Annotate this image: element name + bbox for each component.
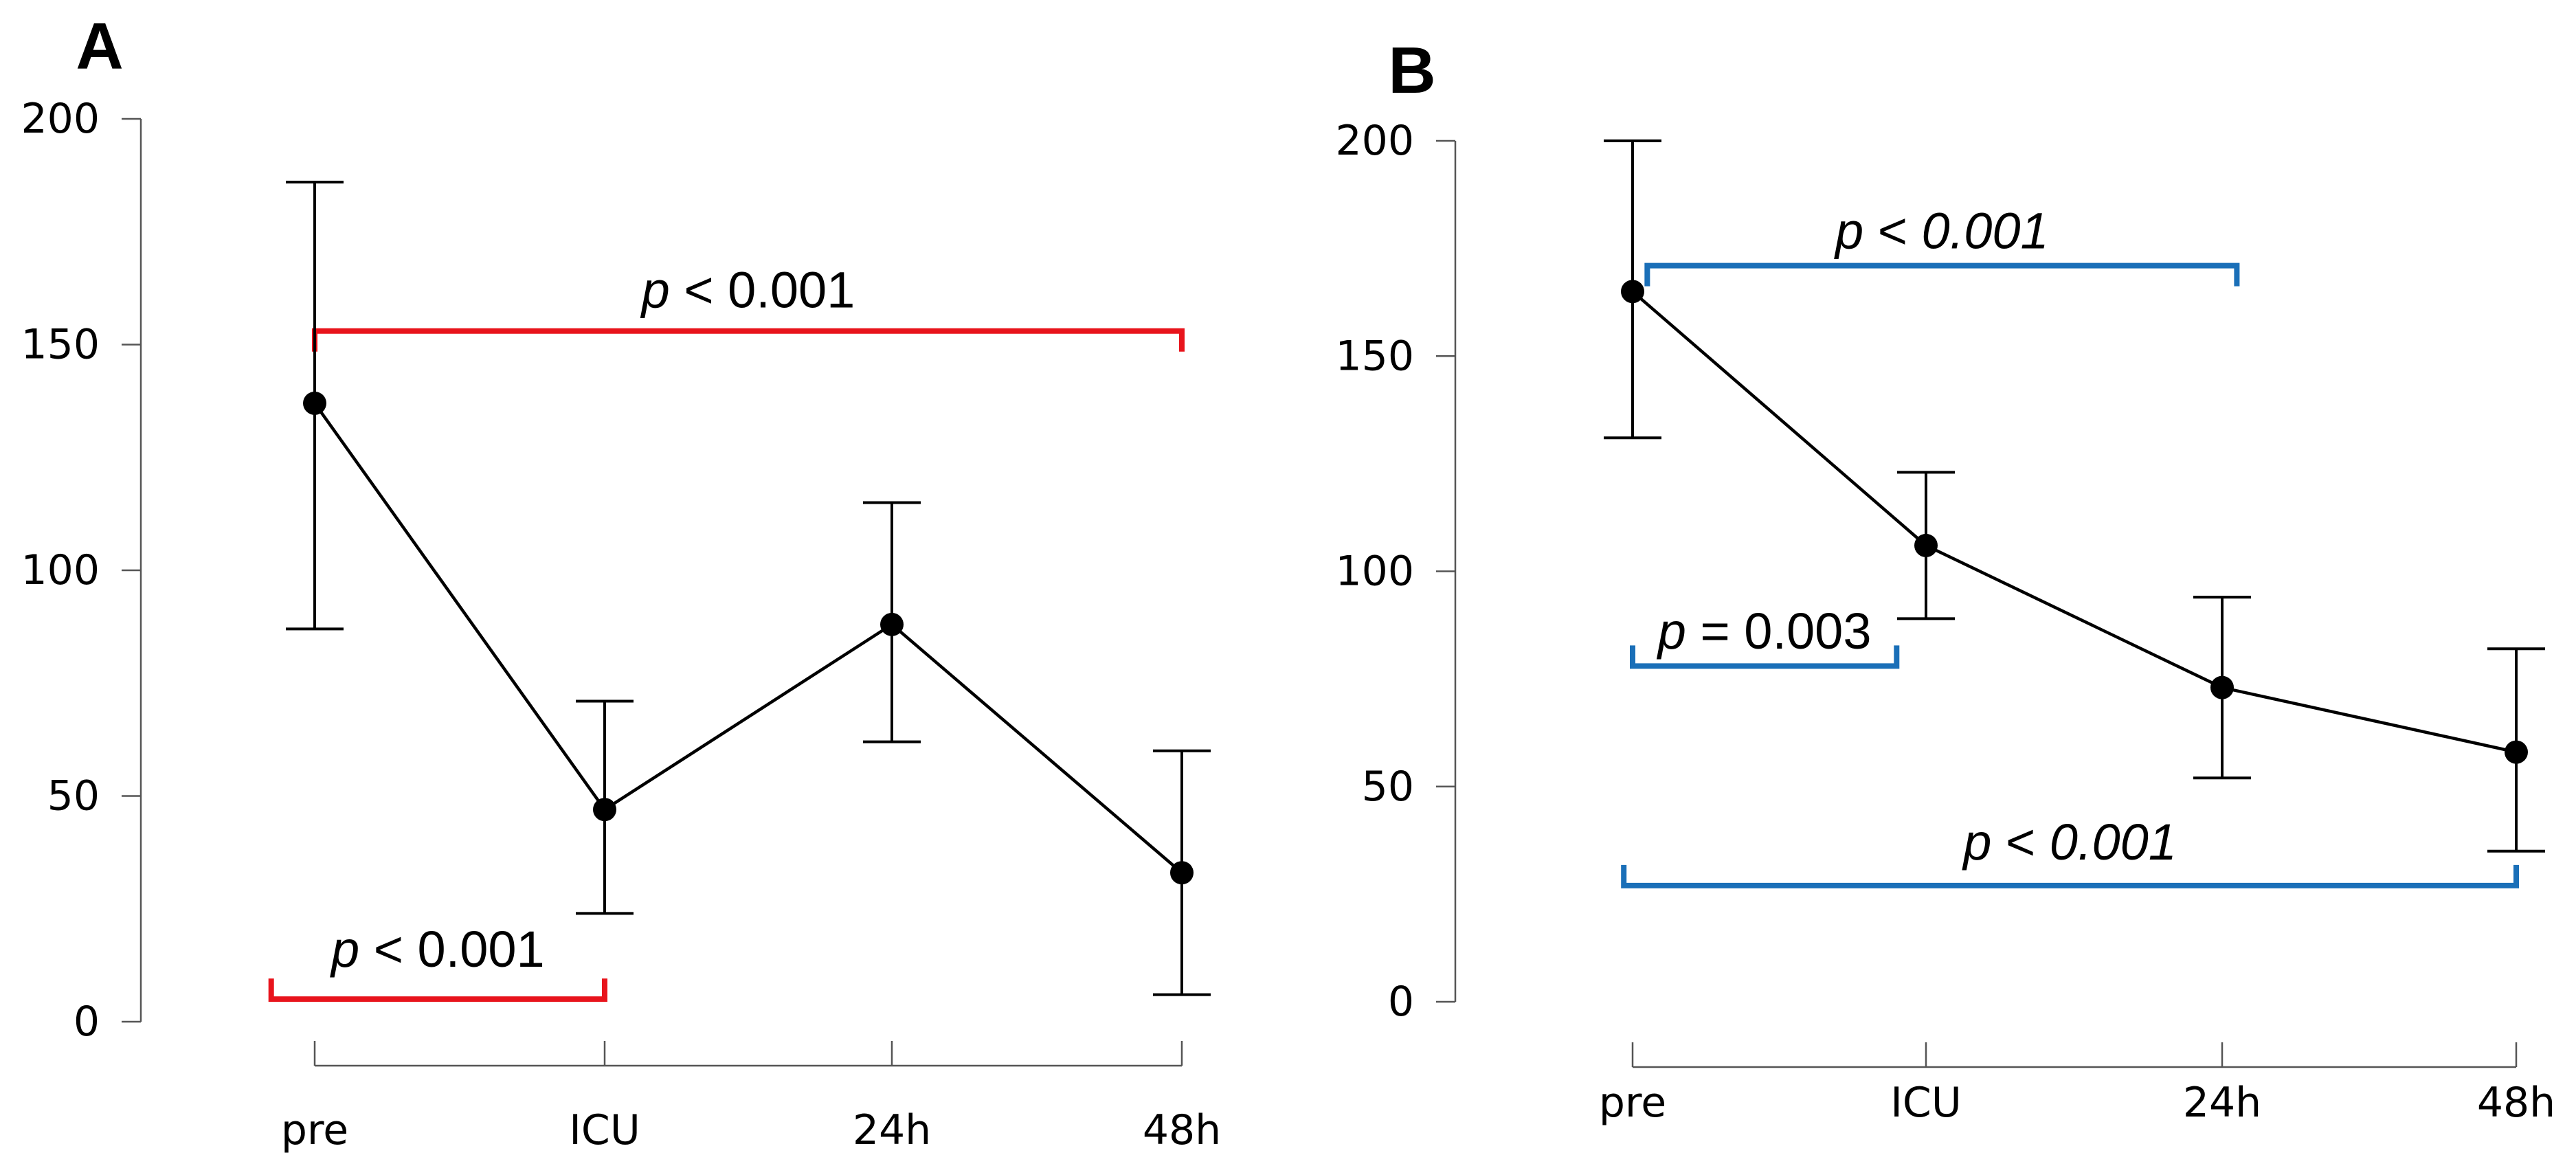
p-operator: < (359, 921, 417, 978)
p-number: 0.001 (418, 921, 545, 978)
panel-label: B (1388, 34, 1435, 107)
p-number: 0.003 (1744, 603, 1871, 660)
p-symbol: p (640, 262, 670, 319)
p-value-label: p < 0.001 (1834, 203, 2049, 260)
p-value-label: p < 0.001 (330, 921, 545, 978)
y-tick-label: 150 (1335, 332, 1414, 380)
y-tick-label: 100 (1335, 548, 1414, 596)
x-tick-label-24h: 24h (2183, 1079, 2261, 1127)
p-operator: = (1686, 603, 1744, 660)
p-symbol: p (330, 921, 359, 978)
significance-bracket (1621, 864, 2519, 888)
p-value-label: p < 0.001 (640, 262, 855, 319)
data-point-pre (303, 391, 326, 415)
p-symbol: p (1962, 814, 1991, 871)
p-number: 0.001 (2050, 814, 2177, 871)
data-point-24h (2210, 675, 2234, 699)
p-symbol: p (1657, 603, 1686, 660)
panel-label: A (76, 10, 123, 83)
significance-bracket (1630, 645, 1900, 669)
x-tick-label-24h: 24h (853, 1106, 931, 1154)
p-number: 0.001 (728, 262, 855, 319)
x-tick-label-48h: 48h (2477, 1079, 2555, 1127)
p-number: 0.001 (1922, 203, 2049, 260)
data-point-24h (880, 612, 904, 636)
p-operator: < (1863, 203, 1921, 260)
x-tick-label-icu: ICU (1890, 1079, 1962, 1127)
significance-bracket (1644, 262, 2240, 287)
p-operator: < (670, 262, 728, 319)
y-tick-label: 200 (21, 95, 100, 143)
series-line (1631, 290, 2517, 754)
y-tick-label: 200 (1335, 117, 1414, 165)
y-tick-label: 150 (21, 321, 100, 369)
significance-bracket (312, 328, 1185, 352)
y-tick-label: 50 (47, 772, 100, 820)
data-point-pre (1621, 280, 1644, 304)
x-tick-label-icu: ICU (569, 1106, 640, 1154)
p-value-label: p = 0.003 (1657, 603, 1872, 660)
y-tick-label: 0 (74, 998, 100, 1046)
p-operator: < (1991, 814, 2049, 871)
x-tick-label-48h: 48h (1143, 1106, 1221, 1154)
data-point-48h (1170, 861, 1194, 885)
data-point-48h (2505, 740, 2528, 764)
p-symbol: p (1834, 203, 1863, 260)
y-tick-label: 50 (1362, 763, 1414, 811)
data-point-icu (593, 798, 616, 822)
p-value-label: p < 0.001 (1962, 814, 2177, 871)
x-tick-label-pre: pre (1599, 1079, 1666, 1127)
x-tick-label-pre: pre (281, 1106, 348, 1154)
y-tick-label: 100 (21, 546, 100, 594)
data-point-icu (1914, 533, 1938, 557)
series-line (313, 402, 1183, 874)
significance-bracket (268, 978, 607, 1002)
y-tick-label: 0 (1388, 978, 1414, 1026)
